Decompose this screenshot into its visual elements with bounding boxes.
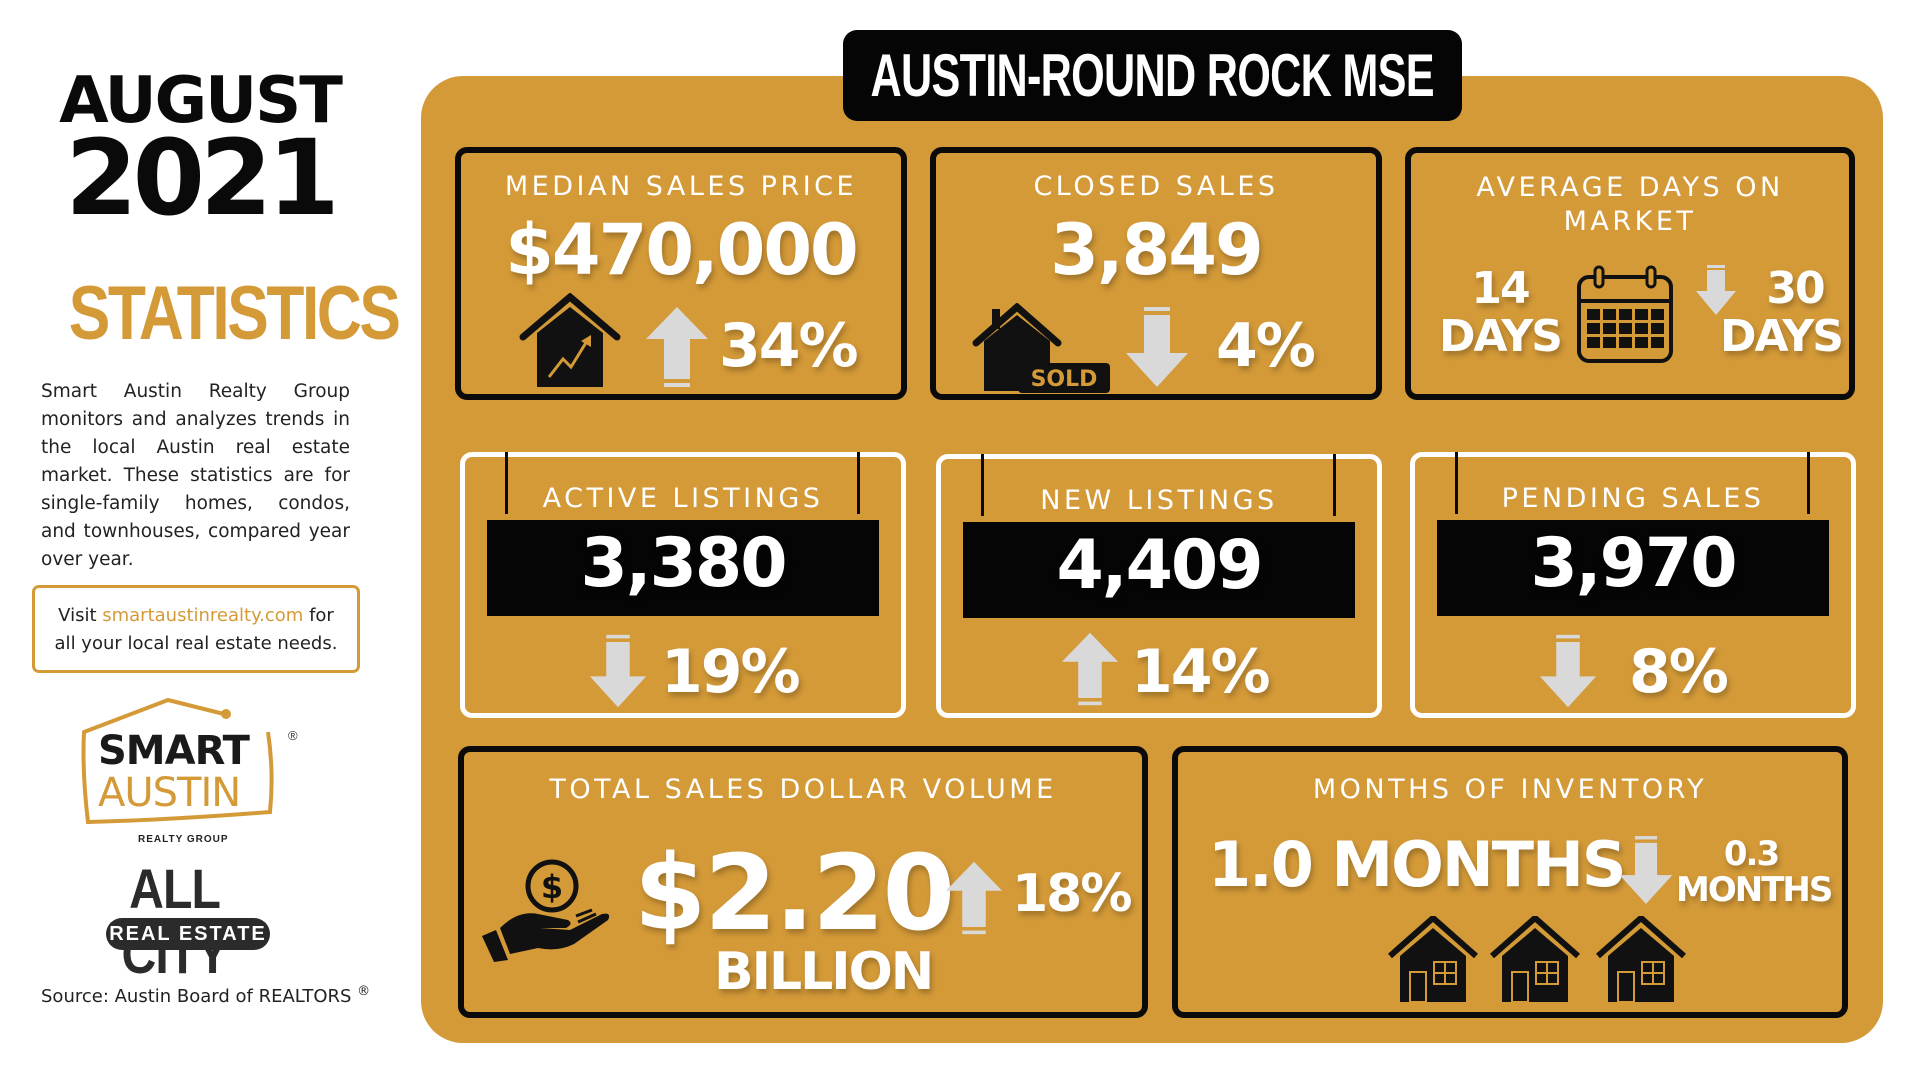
card-months-of-inventory: MONTHS OF INVENTORY 1.0 MONTHS 0.3 MONTH… [1172, 746, 1848, 1018]
inventory-change-unit: MONTHS [1676, 870, 1833, 910]
active-listings-value: 3,380 [580, 524, 787, 603]
sign-string [1807, 452, 1810, 514]
card-closed-sales: CLOSED SALES 3,849 SOLD 4% [930, 147, 1382, 400]
avg-days-change-number: 30 [1766, 263, 1825, 314]
avg-days-unit: DAYS [1439, 311, 1563, 362]
value-sign-board: 4,409 [963, 522, 1355, 618]
card-label-line1: AVERAGE DAYS ON [1476, 172, 1784, 203]
houses-icon [1388, 916, 1698, 1002]
report-year: 2021 [65, 116, 339, 239]
avg-days-number: 14 [1471, 263, 1530, 314]
card-avg-days-on-market: AVERAGE DAYS ON MARKET 14 DAYS 30 DAYS [1405, 147, 1855, 400]
website-link[interactable]: smartaustinrealty.com [102, 605, 304, 626]
region-title-pill: AUSTIN-ROUND ROCK MSE [843, 30, 1462, 121]
source-registered-mark: ® [357, 984, 371, 999]
inventory-change: 0.3 MONTHS [1676, 834, 1833, 910]
source-note: Source: Austin Board of REALTORS ® [41, 984, 370, 1007]
card-label-line2: MARKET [1563, 206, 1697, 237]
region-title: AUSTIN-ROUND ROCK MSE [870, 42, 1435, 109]
card-label: AVERAGE DAYS ON MARKET [1411, 171, 1849, 239]
total-volume-change: 18% [1012, 864, 1132, 924]
inventory-change-number: 0.3 [1723, 834, 1780, 874]
logo-austin-text: AUSTIN [98, 770, 241, 816]
arrow-down-icon [1539, 634, 1597, 708]
arrow-up-icon [1061, 632, 1119, 706]
new-listings-value: 4,409 [1056, 526, 1263, 605]
card-new-listings: NEW LISTINGS 4,409 14% [936, 454, 1382, 718]
avg-days-current: 14 DAYS [1435, 265, 1565, 361]
card-label: NEW LISTINGS [1040, 485, 1278, 516]
registered-mark: ® [288, 728, 298, 743]
real-estate-badge: REAL ESTATE [106, 918, 270, 950]
description-text: Smart Austin Realty Group monitors and a… [41, 381, 350, 570]
active-listings-change: 19% [661, 637, 801, 707]
card-label: PENDING SALES [1501, 483, 1765, 514]
arrow-up-icon [646, 307, 708, 387]
section-title: STATISTICS [68, 271, 401, 356]
total-volume-unit: BILLION [714, 942, 934, 1002]
inventory-value: 1.0 MONTHS [1208, 828, 1627, 901]
value-sign-board: 3,380 [487, 520, 879, 616]
avg-days-change-unit: DAYS [1720, 311, 1844, 362]
logo-smart-text: SMART [98, 728, 250, 774]
arrow-down-icon [1619, 836, 1673, 904]
median-price-change: 34% [719, 311, 859, 381]
sign-string [1333, 454, 1336, 516]
sold-text: SOLD [1031, 367, 1098, 392]
hand-coin-icon: $ [482, 859, 610, 962]
card-total-sales-volume: TOTAL SALES DOLLAR VOLUME $ $2.20 18% BI… [458, 746, 1148, 1018]
sign-string [981, 454, 984, 516]
source-text: Source: Austin Board of REALTORS [41, 986, 352, 1007]
visit-callout: Visit smartaustinrealty.com for all your… [32, 585, 360, 673]
smart-austin-logo: SMART AUSTIN ® [78, 692, 298, 834]
card-label: CLOSED SALES [1033, 171, 1279, 202]
pending-sales-change: 8% [1629, 637, 1729, 707]
closed-sales-change: 4% [1216, 311, 1316, 381]
sign-string [857, 452, 860, 514]
arrow-down-icon [1126, 307, 1188, 387]
house-sold-icon: SOLD [972, 303, 1110, 393]
sign-string [1455, 452, 1458, 514]
sign-string [505, 452, 508, 514]
closed-sales-value: 3,849 [1050, 209, 1263, 291]
visit-suffix: for all your local real estate needs. [54, 605, 338, 654]
visit-prefix: Visit [58, 605, 103, 626]
house-outline-icon [81, 697, 274, 825]
house-growth-icon [519, 293, 621, 387]
report-period: AUGUST 2021 [40, 64, 360, 239]
report-month: AUGUST [59, 64, 343, 138]
card-median-sales-price: MEDIAN SALES PRICE $470,000 34% [455, 147, 907, 400]
arrow-up-icon [945, 861, 1003, 935]
arrow-down-icon [589, 634, 647, 708]
pending-sales-value: 3,970 [1530, 524, 1737, 603]
total-volume-value: $2.20 [634, 832, 955, 954]
avg-days-change: 30 DAYS [1711, 265, 1851, 361]
card-label: TOTAL SALES DOLLAR VOLUME [549, 774, 1057, 805]
card-active-listings: ACTIVE LISTINGS 3,380 19% [460, 452, 906, 718]
median-price-value: $470,000 [505, 209, 859, 291]
card-label: MEDIAN SALES PRICE [504, 171, 858, 202]
card-label: ACTIVE LISTINGS [542, 483, 824, 514]
value-sign-board: 3,970 [1437, 520, 1829, 616]
logo-realty-group: REALTY GROUP [138, 834, 229, 845]
card-pending-sales: PENDING SALES 3,970 8% [1410, 452, 1856, 718]
svg-text:$: $ [541, 868, 563, 906]
new-listings-change: 14% [1131, 637, 1271, 707]
calendar-icon [1577, 265, 1673, 363]
arrow-down-icon [1696, 265, 1736, 315]
card-label: MONTHS OF INVENTORY [1312, 774, 1708, 805]
